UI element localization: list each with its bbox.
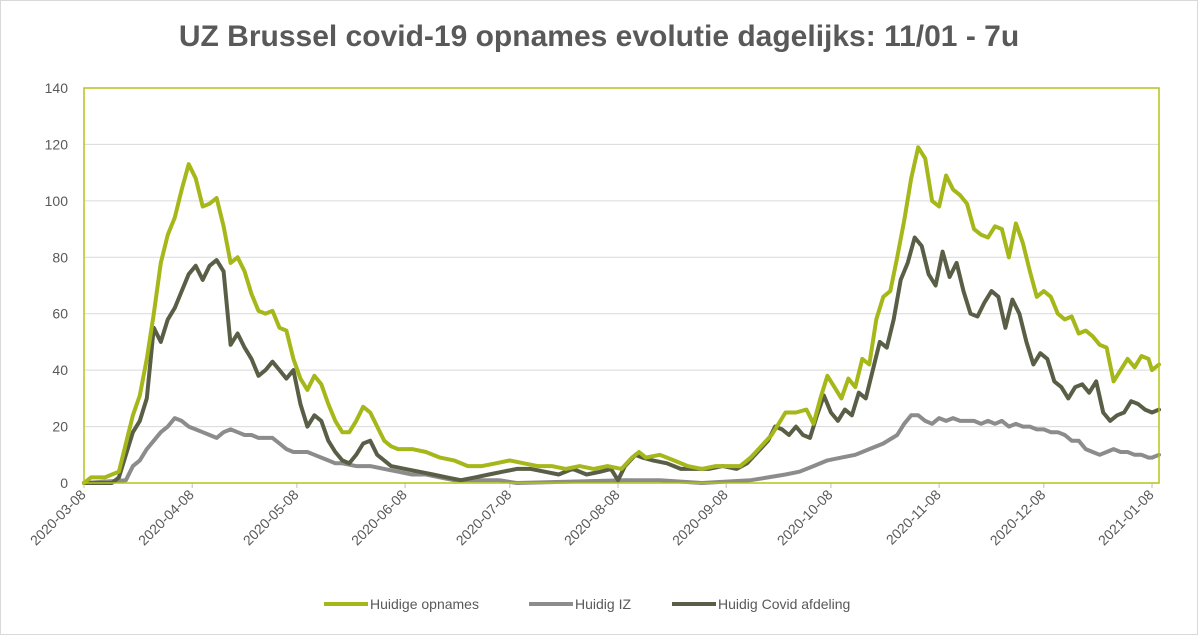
legend-item-huidig-iz: Huidig IZ [529,594,631,614]
x-tick-label: 2020-06-08 [348,486,410,548]
y-tick-label: 120 [45,136,69,152]
series-lines [82,145,1161,485]
y-tick-label: 0 [60,475,68,491]
y-tick-label: 140 [45,80,69,96]
x-tick-label: 2021-01-08 [1095,486,1157,548]
y-tick-label: 100 [45,193,69,209]
series-line-huidig-covid-afdeling [82,235,1161,485]
chart-title: UZ Brussel covid-19 opnames evolutie dag… [178,20,1020,53]
x-tick-label: 2020-11-08 [883,486,944,547]
x-tick-label: 2020-09-08 [669,486,731,548]
y-tick-label: 80 [52,249,68,265]
legend-swatch [529,602,573,606]
legend-swatch [672,602,716,606]
x-tick-label: 2020-12-08 [987,486,1049,548]
x-axis: 2020-03-08 2020-04-08 2020-05-08 2020-06-08… [27,483,1157,548]
x-tick-label: 2020-03-08 [27,486,89,548]
x-tick-label: 2020-04-08 [135,486,197,548]
y-tick-label: 60 [52,306,68,322]
series-line-huidig-iz [82,413,1161,485]
x-tick-label: 2020-08-08 [561,486,623,548]
y-tick-label: 20 [52,419,68,435]
y-tick-label: 40 [52,362,68,378]
legend-item-huidig-covid-afdeling: Huidig Covid afdeling [672,594,850,614]
x-tick-label: 2020-07-08 [453,486,515,548]
plot-border [83,87,1160,484]
x-tick-label: 2020-10-08 [774,486,836,548]
series-line-huidige-opnames [82,145,1161,485]
x-tick-label: 2020-05-08 [240,486,302,548]
legend-label: Huidig Covid afdeling [718,596,851,612]
legend-label: Huidig IZ [575,596,632,612]
legend-label: Huidige opnames [370,596,479,612]
gridlines [84,143,1159,428]
legend-swatch [324,602,368,606]
legend-item-huidige-opnames: Huidige opnames [324,594,479,614]
legend: Huidige opnames Huidig IZ Huidig Covid a… [0,594,1198,614]
y-axis: 0 20 40 60 80 100 120 140 [45,80,69,491]
